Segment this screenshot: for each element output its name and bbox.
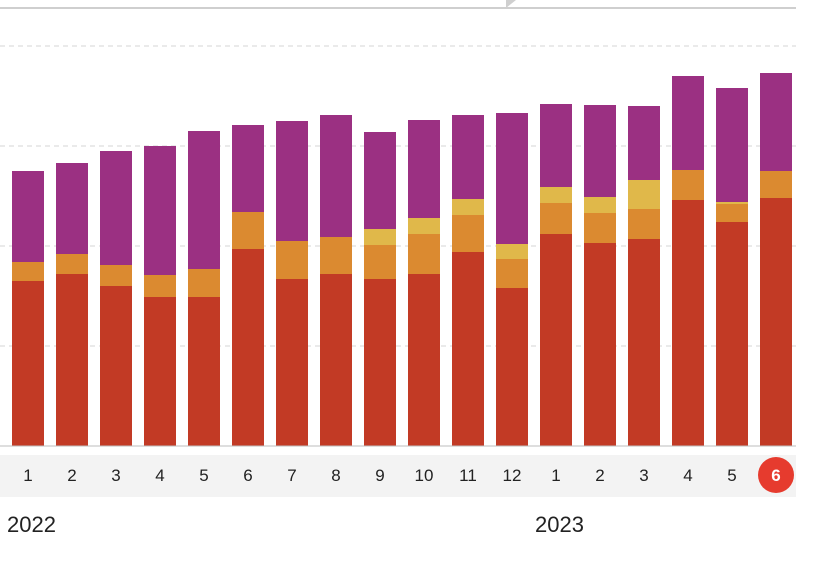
bar-segment-series-4 — [364, 132, 396, 229]
bar-segment-series-4 — [100, 151, 132, 265]
bar-segment-series-1 — [276, 279, 308, 446]
month-label: 2 — [67, 466, 76, 485]
bar-segment-series-1 — [144, 297, 176, 446]
bar-segment-series-1 — [584, 243, 616, 446]
bar-segment-series-2 — [320, 237, 352, 274]
bar-segment-series-4 — [452, 115, 484, 199]
bar-segment-series-3 — [452, 199, 484, 215]
month-label: 5 — [199, 466, 208, 485]
bar-segment-series-3 — [496, 244, 528, 259]
year-label-2022: 2022 — [7, 512, 56, 537]
month-label: 9 — [375, 466, 384, 485]
bar-segment-series-2 — [672, 170, 704, 200]
month-label: 12 — [503, 466, 522, 485]
bar-segment-series-2 — [364, 245, 396, 279]
bar-segment-series-4 — [408, 120, 440, 218]
bar-segment-series-4 — [56, 163, 88, 254]
bar-segment-series-2 — [496, 259, 528, 288]
month-label: 6 — [243, 466, 252, 485]
bar-segment-series-1 — [496, 288, 528, 446]
bar-segment-series-1 — [232, 249, 264, 446]
month-label: 1 — [551, 466, 560, 485]
month-label: 8 — [331, 466, 340, 485]
bar-segment-series-4 — [496, 113, 528, 244]
bar-segment-series-1 — [716, 222, 748, 446]
bar-segment-series-2 — [760, 171, 792, 198]
bar-segment-series-2 — [584, 213, 616, 243]
bar-segment-series-2 — [628, 209, 660, 239]
month-label: 2 — [595, 466, 604, 485]
top-tab-marker — [506, 0, 516, 8]
bar-segment-series-4 — [144, 146, 176, 275]
bar-segment-series-1 — [188, 297, 220, 446]
bar-segment-series-4 — [760, 73, 792, 171]
bar-segment-series-3 — [364, 229, 396, 245]
bar-segment-series-4 — [716, 88, 748, 202]
year-label-2023: 2023 — [535, 512, 584, 537]
bar-segment-series-2 — [12, 262, 44, 281]
bar-segment-series-3 — [628, 180, 660, 209]
bar-segment-series-4 — [540, 104, 572, 187]
bar-segment-series-1 — [364, 279, 396, 446]
month-label: 4 — [683, 466, 692, 485]
bar-segment-series-1 — [12, 281, 44, 446]
bar-segment-series-3 — [408, 218, 440, 234]
month-label: 1 — [23, 466, 32, 485]
bar-segment-series-2 — [56, 254, 88, 274]
month-label: 7 — [287, 466, 296, 485]
bar-segment-series-1 — [628, 239, 660, 446]
bar-segment-series-1 — [56, 274, 88, 446]
month-label: 5 — [727, 466, 736, 485]
bar-segment-series-3 — [584, 197, 616, 213]
month-label-active: 6 — [771, 466, 780, 485]
bar-segment-series-3 — [716, 202, 748, 204]
bar-segment-series-4 — [12, 171, 44, 262]
bar-segment-series-1 — [540, 234, 572, 446]
bar-segment-series-4 — [276, 121, 308, 241]
bar-segment-series-3 — [540, 187, 572, 203]
bar-segment-series-2 — [452, 215, 484, 252]
bar-segment-series-1 — [672, 200, 704, 446]
bar-segment-series-1 — [760, 198, 792, 446]
active-month-badge — [758, 457, 794, 493]
month-label: 11 — [459, 466, 477, 485]
bar-segment-series-4 — [320, 115, 352, 237]
bar-segment-series-2 — [276, 241, 308, 279]
bar-segment-series-2 — [188, 269, 220, 297]
x-axis-label-band — [0, 455, 796, 497]
bar-segment-series-2 — [540, 203, 572, 234]
bar-segment-series-4 — [672, 76, 704, 170]
bar-segment-series-4 — [584, 105, 616, 197]
bar-segment-series-2 — [100, 265, 132, 286]
bar-segment-series-2 — [716, 204, 748, 222]
bar-segment-series-1 — [100, 286, 132, 446]
bar-segment-series-4 — [628, 106, 660, 180]
bar-segment-series-4 — [232, 125, 264, 212]
bar-segment-series-1 — [408, 274, 440, 446]
bar-segment-series-2 — [408, 234, 440, 274]
month-label: 4 — [155, 466, 164, 485]
bar-segment-series-2 — [144, 275, 176, 297]
bar-segment-series-4 — [188, 131, 220, 269]
month-label: 3 — [639, 466, 648, 485]
month-label: 10 — [415, 466, 434, 485]
bar-segment-series-1 — [452, 252, 484, 446]
month-label: 3 — [111, 466, 120, 485]
bar-segment-series-1 — [320, 274, 352, 446]
bar-segment-series-2 — [232, 212, 264, 249]
